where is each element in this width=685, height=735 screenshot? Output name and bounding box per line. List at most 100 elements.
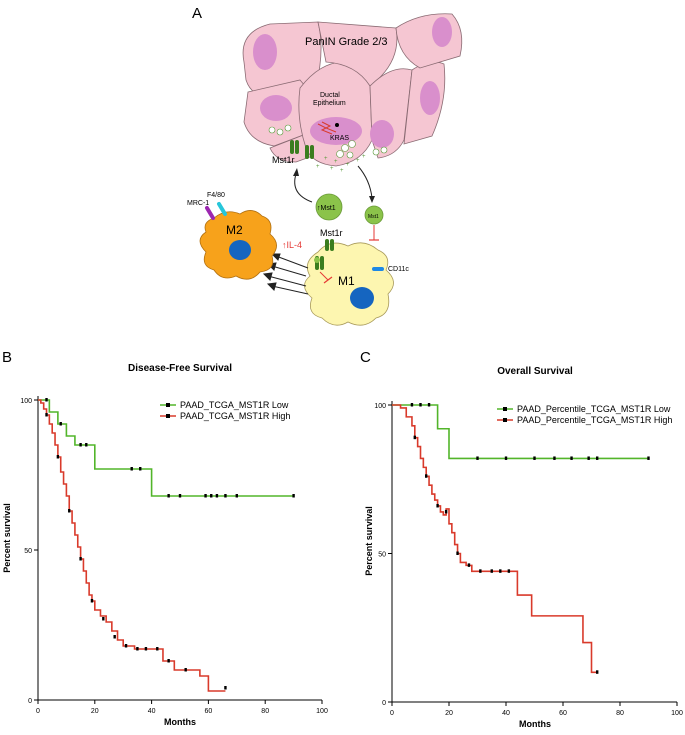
m2-nucleus [229, 240, 251, 260]
epithelial-cell-center [298, 61, 373, 167]
panin-epithelium [242, 13, 463, 167]
chart-b-xlabel: Months [164, 717, 196, 727]
panel-c: C Overall Survival Percent survival Mont… [360, 349, 683, 729]
chart-c-series-0-censor [587, 456, 590, 460]
chart-b-series-0-censor [178, 494, 182, 498]
chart-c-series-1-censor [456, 551, 459, 555]
chart-c-series-1-censor [436, 503, 439, 508]
autocrine-arrow [294, 173, 313, 203]
chart-b-series-1-line [38, 399, 226, 692]
panin-title: PanIN Grade 2/3 [305, 36, 388, 48]
svg-text:+: + [340, 168, 344, 174]
chart-c-x-tick-label: 100 [671, 710, 683, 717]
m1-inhibit-line [319, 271, 329, 281]
chart-b-series-1-censor [144, 647, 148, 651]
mst1-small-ball [364, 205, 384, 225]
chart-b-series-1-censor [113, 635, 116, 639]
chart-b-y-tick-label: 0 [28, 698, 32, 705]
cd11c-label: CD11c [388, 266, 409, 273]
chart-b-series-1-censor [136, 647, 139, 651]
chart-b-series-1-censor [167, 659, 170, 663]
chart-b-series-0-censor [167, 494, 170, 498]
chart-b-series-1-censor [68, 509, 71, 513]
panel-b-letter: B [2, 349, 12, 366]
svg-text:+: + [334, 159, 338, 165]
chart-c-legend-high: PAAD_Percentile_TCGA_MST1R High [517, 415, 672, 425]
chart-b-series-1-censor [90, 599, 94, 603]
mst1r-receptor-epithelium [290, 140, 314, 159]
paracrine-arrowhead [369, 196, 375, 203]
cell-nucleus [420, 81, 440, 115]
chart-b-series-0-censor [45, 398, 48, 402]
chart-c-x-tick-label: 0 [390, 710, 394, 717]
chart-c-series-1-censor [413, 435, 416, 440]
chart-b-x-tick-label: 40 [148, 708, 156, 715]
mrc1-marker [205, 206, 215, 220]
chart-c-plot: 0 20 40 60 80 100 0 50 100 [374, 401, 683, 717]
chart-c-series-0-censor [410, 403, 414, 407]
ductal-label-line1: Ductal [320, 92, 340, 99]
svg-text:+: + [324, 156, 328, 162]
m1-inhibit-bar [323, 276, 333, 284]
chart-c-series-0-censor [570, 456, 573, 460]
chart-b-series-0-censor [85, 443, 88, 447]
cell-nucleus [253, 34, 277, 70]
chart-c-series-1-censor [507, 569, 511, 573]
panel-c-letter: C [360, 349, 371, 366]
chart-c-y-tick-label: 100 [374, 403, 386, 410]
ductal-label-line2: Epithelium [313, 100, 346, 107]
chart-b-x-tick-label: 20 [91, 708, 99, 715]
epithelial-cell-right3 [395, 13, 463, 69]
m1-nucleus [350, 287, 374, 309]
autocrine-arrowhead [293, 168, 299, 176]
svg-text:+: + [346, 162, 350, 168]
chart-c-series-1-line [392, 404, 598, 674]
chart-c-series-1-censor [444, 509, 448, 514]
chart-b-series-0-censor [224, 494, 227, 498]
mst1-particles: + ++ +++ ++ [316, 154, 366, 174]
svg-text:+: + [362, 154, 366, 160]
chart-c-legend: PAAD_Percentile_TCGA_MST1R Low PAAD_Perc… [497, 404, 672, 425]
cell-nucleus-kras [310, 117, 362, 145]
chart-c-y-tick-label: 50 [378, 552, 386, 559]
f480-marker [217, 202, 227, 216]
chart-c-series-1-censor [425, 474, 428, 478]
chart-c-series-0-censor [647, 456, 650, 460]
chart-b-x-tick-label: 80 [261, 708, 269, 715]
chart-b-series-1-censor [184, 668, 187, 672]
kras-label: KRAS [330, 135, 349, 142]
mst1-up-ball [315, 193, 343, 221]
svg-text:+: + [330, 166, 334, 172]
polarization-arrows [262, 253, 309, 295]
chart-c-y-tick-label: 0 [382, 700, 386, 707]
chart-b-y-tick-label: 100 [20, 398, 32, 405]
chart-c-series-0-censor [419, 403, 422, 407]
chart-c-x-tick-label: 20 [445, 710, 453, 717]
chart-c-series-0-censor [427, 403, 431, 407]
chart-b-series-1-censor [79, 557, 82, 561]
chart-c-legend-low: PAAD_Percentile_TCGA_MST1R Low [517, 404, 671, 414]
chart-c-series-0-censor [504, 456, 508, 460]
chart-c-x-tick-label: 60 [559, 710, 567, 717]
m1-label: M1 [338, 274, 355, 288]
cell-nucleus [370, 120, 394, 148]
chart-b-plot: 0 20 40 60 80 100 0 50 100 [20, 396, 328, 715]
chart-c-series-1-censor [467, 563, 471, 567]
chart-b-series-0-censor [79, 443, 82, 447]
chart-c-title: Overall Survival [497, 366, 573, 377]
chart-c-series-0-censor [476, 456, 479, 460]
chart-b-legend-high: PAAD_TCGA_MST1R High [180, 411, 290, 421]
chart-b-series-0-censor [292, 494, 295, 498]
chart-c-series-1-censor [490, 569, 493, 573]
chart-c-x-tick-label: 40 [502, 710, 510, 717]
mst1-vesicles [268, 124, 388, 159]
chart-c-series-1-censor [479, 569, 482, 573]
chart-c-xlabel: Months [519, 719, 551, 729]
chart-c-series-0-censor [596, 456, 599, 460]
mst1-small-label: Mst1 [368, 214, 379, 220]
kras-mutation: KRAS [317, 121, 349, 142]
paracrine-arrow [357, 165, 373, 199]
panel-a-letter: A [192, 5, 202, 22]
